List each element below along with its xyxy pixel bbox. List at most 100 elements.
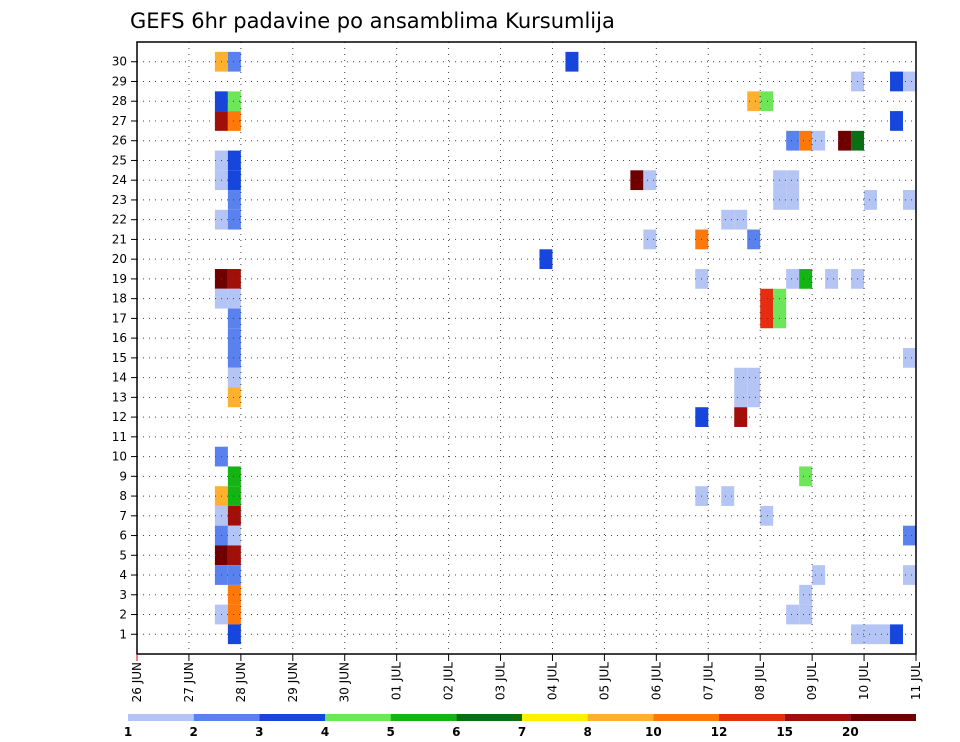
- legend-swatch: [850, 714, 916, 721]
- data-cell: [838, 130, 852, 151]
- chart-title: GEFS 6hr padavine po ansamblima Kursumli…: [130, 9, 615, 33]
- x-axis: 26 JUN 27 JUN 28 JUN 29 JUN 30 JUN 01 JUL 02 J…: [130, 654, 923, 702]
- data-cell: [734, 407, 748, 427]
- y-tick-label: 26: [112, 134, 127, 148]
- y-tick-label: 8: [119, 489, 127, 503]
- y-tick-label: 4: [119, 568, 127, 582]
- data-cell: [227, 170, 241, 191]
- data-cell: [812, 565, 826, 585]
- data-cell: [227, 584, 241, 605]
- x-tick-label: 27 JUN: [182, 662, 196, 702]
- x-tick-label: 10 JUL: [857, 662, 871, 700]
- legend-label: 2: [189, 725, 197, 739]
- x-tick-label: 05 JUL: [597, 662, 611, 700]
- legend-label: 10: [645, 725, 662, 739]
- grid-lines: [137, 42, 916, 654]
- data-cell: [227, 525, 241, 546]
- legend-swatch: [325, 714, 391, 721]
- data-cell: [799, 604, 813, 625]
- data-cell: [890, 71, 904, 92]
- data-cell: [227, 486, 241, 506]
- data-cell: [786, 170, 800, 191]
- data-cell: [903, 525, 916, 546]
- legend-swatch: [193, 714, 260, 721]
- y-tick-label: 2: [119, 608, 127, 622]
- x-tick-label: 07 JUL: [701, 662, 715, 700]
- data-cell: [877, 624, 891, 645]
- data-cell: [227, 209, 241, 230]
- data-cell: [760, 288, 774, 309]
- data-cell: [227, 308, 241, 329]
- data-cell: [734, 367, 748, 388]
- legend-swatch: [784, 714, 851, 721]
- legend-label: 7: [518, 725, 526, 739]
- data-cell: [747, 91, 761, 112]
- y-tick-label: 9: [119, 469, 127, 483]
- y-tick-label: 11: [112, 430, 127, 444]
- data-cell: [227, 348, 241, 368]
- data-cell: [227, 624, 241, 645]
- y-tick-label: 17: [112, 311, 127, 325]
- data-cell: [630, 170, 644, 191]
- x-tick-label: 26 JUN: [130, 662, 144, 702]
- data-cell: [760, 308, 774, 329]
- y-tick-label: 29: [112, 74, 127, 88]
- legend-label: 15: [776, 725, 793, 739]
- legend-label: 4: [321, 725, 329, 739]
- legend-label: 6: [452, 725, 460, 739]
- data-cell: [721, 486, 735, 506]
- data-cell: [227, 466, 241, 487]
- data-cell: [786, 130, 800, 151]
- data-cell: [799, 466, 813, 487]
- data-cell: [799, 269, 813, 289]
- data-cell: [786, 604, 800, 625]
- data-cell: [799, 130, 813, 151]
- y-tick-label: 28: [112, 94, 127, 108]
- y-tick-label: 10: [112, 450, 127, 464]
- data-cell: [734, 387, 748, 408]
- data-cell: [890, 111, 904, 131]
- data-cell: [643, 170, 657, 191]
- data-cell: [903, 348, 916, 368]
- data-cell: [227, 190, 241, 210]
- x-tick-label: 08 JUL: [753, 662, 767, 700]
- y-tick-label: 12: [112, 410, 127, 424]
- y-tick-label: 3: [119, 588, 127, 602]
- y-tick-label: 19: [112, 272, 127, 286]
- data-cell: [864, 624, 878, 645]
- data-cell: [812, 130, 826, 151]
- data-cell: [825, 269, 839, 289]
- y-tick-label: 1: [119, 627, 127, 641]
- legend-swatch: [259, 714, 325, 721]
- legend-label: 3: [255, 725, 263, 739]
- legend-label: 12: [711, 725, 728, 739]
- legend-label: 20: [842, 725, 859, 739]
- legend-swatch: [456, 714, 522, 721]
- x-tick-label: 03 JUL: [494, 662, 508, 700]
- x-tick-label: 02 JUL: [442, 662, 456, 700]
- data-cell: [760, 91, 774, 112]
- y-axis: 1234567891011121314151617181920212223242…: [112, 55, 137, 641]
- data-cell: [227, 604, 241, 625]
- y-tick-label: 23: [112, 193, 127, 207]
- x-tick-label: 04 JUL: [545, 662, 559, 700]
- color-legend: 1 2 3 4 5 6 7 8 10 12 15 20: [124, 714, 916, 739]
- y-tick-label: 30: [112, 55, 127, 69]
- data-cell: [760, 505, 774, 526]
- data-cell: [864, 190, 878, 210]
- data-cell: [721, 209, 735, 230]
- data-cell: [227, 565, 241, 585]
- data-cell: [227, 91, 241, 112]
- data-cell: [227, 51, 241, 72]
- data-cell: [227, 545, 241, 566]
- data-cell: [903, 565, 916, 585]
- data-cell: [227, 288, 241, 309]
- data-cell: [747, 229, 761, 250]
- plot-frame: [136, 41, 917, 655]
- y-tick-label: 27: [112, 114, 127, 128]
- data-cell: [890, 624, 904, 645]
- legend-swatch: [390, 714, 457, 721]
- data-cell: [643, 229, 657, 250]
- y-tick-label: 13: [112, 390, 127, 404]
